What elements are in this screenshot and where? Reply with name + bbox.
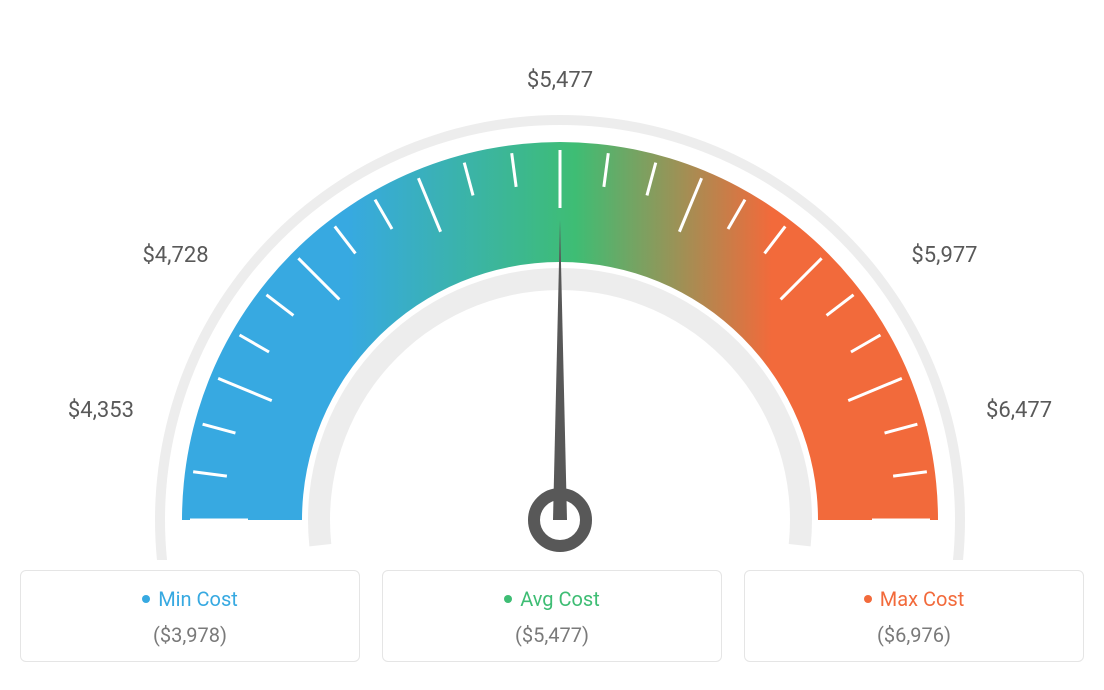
gauge-chart: $3,978$4,353$4,728$5,477$5,977$6,477$6,9…: [20, 20, 1084, 560]
gauge-tick-label: $5,977: [911, 243, 977, 268]
gauge-tick-label: $4,728: [142, 243, 208, 268]
legend-title-max: Max Cost: [864, 587, 965, 611]
legend-card-max: Max Cost ($6,976): [744, 570, 1084, 662]
legend-label-max: Max Cost: [880, 587, 965, 611]
bullet-avg: [504, 595, 512, 603]
bullet-max: [864, 595, 872, 603]
legend-card-avg: Avg Cost ($5,477): [382, 570, 722, 662]
gauge-tick-label: $4,353: [68, 398, 134, 423]
legend-label-min: Min Cost: [158, 587, 238, 611]
legend-title-avg: Avg Cost: [504, 587, 600, 611]
gauge-tick-label: $6,477: [986, 398, 1052, 423]
legend-value-min: ($3,978): [31, 623, 349, 647]
gauge-needle: [553, 220, 567, 520]
gauge-svg: $3,978$4,353$4,728$5,477$5,977$6,477$6,9…: [20, 20, 1100, 560]
legend-value-max: ($6,976): [755, 623, 1073, 647]
legend-card-min: Min Cost ($3,978): [20, 570, 360, 662]
gauge-tick-label: $5,477: [527, 68, 593, 93]
legend-value-avg: ($5,477): [393, 623, 711, 647]
bullet-min: [142, 595, 150, 603]
legend-label-avg: Avg Cost: [520, 587, 600, 611]
legend-row: Min Cost ($3,978) Avg Cost ($5,477) Max …: [20, 570, 1084, 662]
legend-title-min: Min Cost: [142, 587, 238, 611]
